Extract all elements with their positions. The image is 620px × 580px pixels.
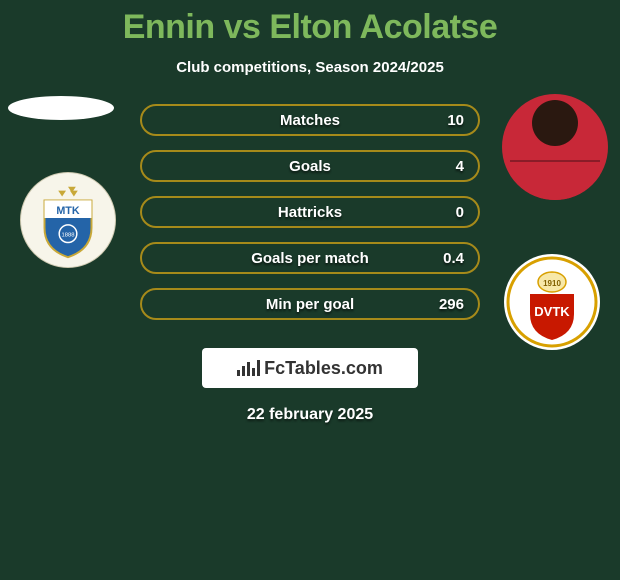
stat-right-value: 0.4 (443, 250, 464, 267)
player2-avatar (502, 94, 608, 200)
comparison-content: MTK 1888 1910 DVTK Matches 10 Goals 4 (0, 104, 620, 334)
stat-label: Hattricks (278, 204, 342, 221)
stat-right-value: 0 (456, 204, 464, 221)
subtitle: Club competitions, Season 2024/2025 (0, 59, 620, 76)
page-title: Ennin vs Elton Acolatse (0, 0, 620, 47)
footer-date: 22 february 2025 (0, 406, 620, 424)
stat-row-goals-per-match: Goals per match 0.4 (140, 242, 480, 274)
stat-row-goals: Goals 4 (140, 150, 480, 182)
svg-text:1910: 1910 (543, 279, 561, 288)
stat-right-value: 10 (447, 112, 464, 129)
stat-right-value: 296 (439, 296, 464, 313)
mtk-badge-icon: MTK 1888 (45, 187, 92, 258)
svg-text:MTK: MTK (56, 205, 80, 217)
bars-icon (237, 360, 260, 376)
stat-label: Matches (280, 112, 340, 129)
stat-label: Min per goal (266, 296, 354, 313)
svg-text:DVTK: DVTK (534, 304, 570, 319)
player2-club-badge: 1910 DVTK (504, 254, 600, 350)
svg-text:1888: 1888 (61, 233, 74, 239)
stats-table: Matches 10 Goals 4 Hattricks 0 Goals per… (140, 104, 480, 334)
dvtk-badge-icon: 1910 DVTK (508, 258, 596, 346)
fctables-logo: FcTables.com (202, 348, 418, 388)
stat-row-min-per-goal: Min per goal 296 (140, 288, 480, 320)
stat-row-matches: Matches 10 (140, 104, 480, 136)
player1-avatar (8, 96, 114, 120)
stat-label: Goals per match (251, 250, 369, 267)
fctables-logo-text: FcTables.com (264, 358, 383, 379)
stat-row-hattricks: Hattricks 0 (140, 196, 480, 228)
stat-right-value: 4 (456, 158, 464, 175)
player1-club-badge: MTK 1888 (20, 172, 116, 268)
stat-label: Goals (289, 158, 331, 175)
